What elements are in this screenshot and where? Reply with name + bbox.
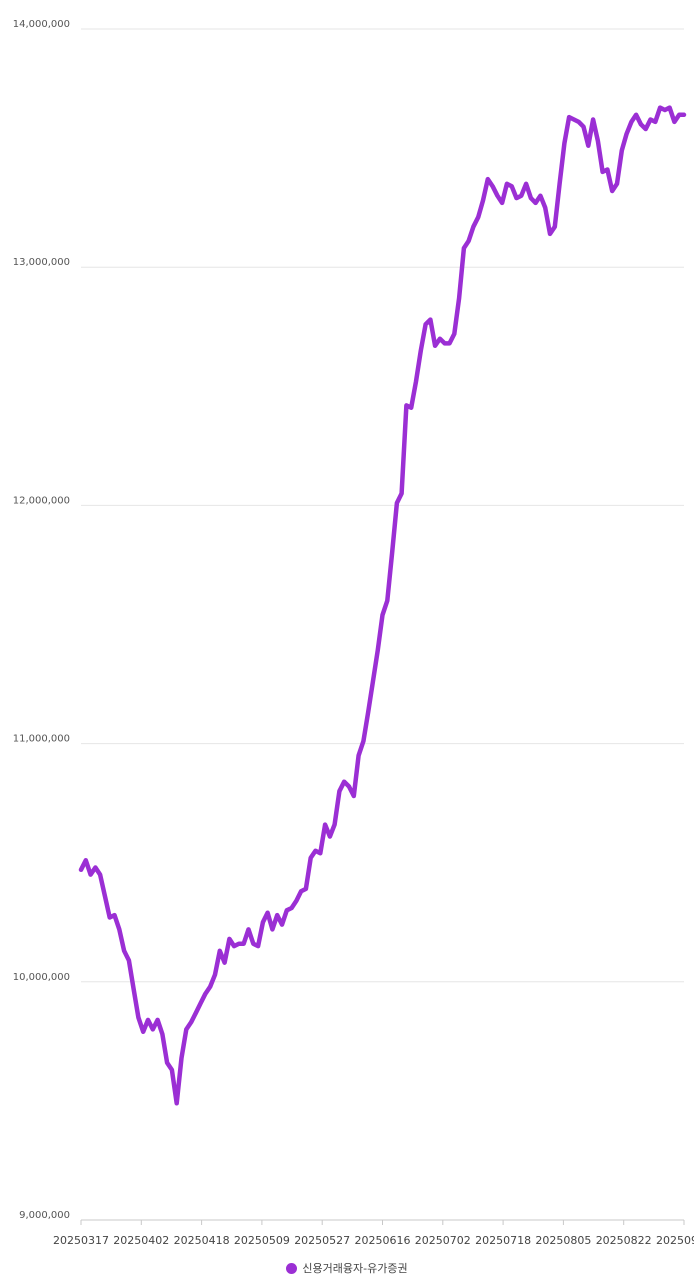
x-tick-label: 20250509 [234,1234,290,1247]
x-tick-label: 20250317 [53,1234,109,1247]
y-axis-tick-labels: 9,000,000 10,000,000 11,000,000 12,000,000 1… [13,19,70,1221]
x-tick-label: 20250702 [415,1234,471,1247]
x-tick-label: 20250616 [355,1234,411,1247]
y-tick-label: 10,000,000 [13,972,70,983]
y-tick-label: 12,000,000 [13,495,70,506]
legend[interactable]: 신용거래융자-유가증권 [0,1259,694,1277]
legend-label: 신용거래융자-유가증권 [302,1262,408,1275]
x-tick-label: 20250527 [294,1234,350,1247]
series-line[interactable] [78,105,687,1106]
y-tick-label: 13,000,000 [13,257,70,268]
series-layer [78,105,687,1106]
y-tick-label: 11,000,000 [13,734,70,745]
x-axis: 20250317 20250402 20250418 20250509 20250527… [53,1219,694,1247]
x-tick-label: 20250402 [113,1234,169,1247]
gridlines [81,28,684,983]
x-tick-label: 20250418 [174,1234,230,1247]
x-tick-label: 20250718 [475,1234,531,1247]
x-tick-label: 20250822 [596,1234,652,1247]
y-tick-label: 14,000,000 [13,19,70,30]
legend-swatch [286,1262,298,1274]
y-tick-label: 9,000,000 [19,1210,70,1221]
x-tick-label: 20250805 [535,1234,591,1247]
x-tick-label: 20250909 [656,1234,694,1247]
